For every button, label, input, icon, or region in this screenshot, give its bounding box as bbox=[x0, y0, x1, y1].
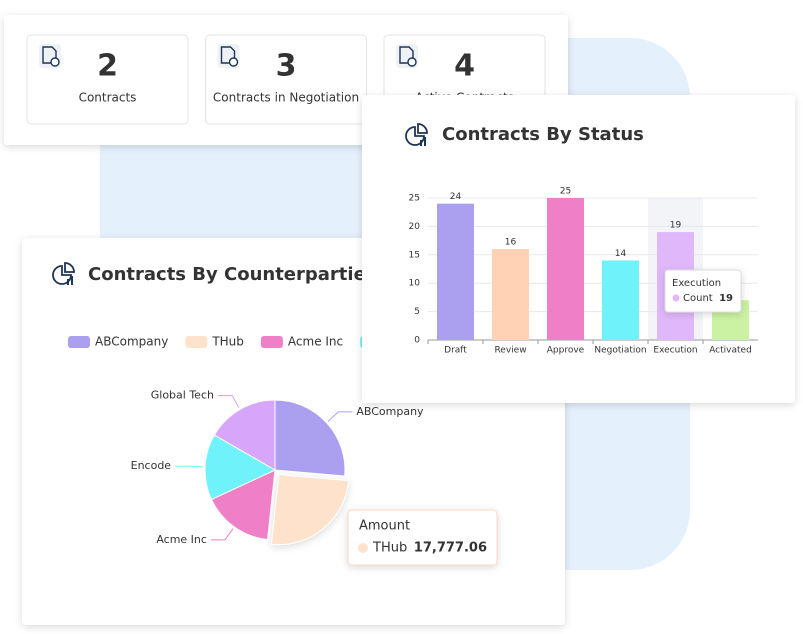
x-tick-label: Activated bbox=[709, 346, 752, 356]
tooltip-title: Execution bbox=[672, 278, 721, 289]
tooltip-label: Count bbox=[683, 293, 713, 304]
stat-count: 3 bbox=[276, 49, 297, 84]
y-tick-label: 10 bbox=[409, 279, 421, 289]
y-tick-label: 5 bbox=[414, 307, 420, 317]
pie-slice bbox=[270, 474, 350, 546]
tooltip-box bbox=[664, 269, 742, 313]
bar bbox=[547, 198, 584, 340]
legend-label: ABCompany bbox=[95, 335, 168, 349]
pie-slice bbox=[204, 434, 277, 501]
bar-panel: Contracts By Status 0 5 10 15 20 25 24 Draft 16 R… bbox=[362, 95, 795, 403]
y-tick-label: 20 bbox=[409, 222, 421, 232]
y-tick-label: 0 bbox=[414, 336, 420, 346]
tooltip-label: THub bbox=[372, 541, 407, 556]
tooltip-box bbox=[347, 509, 498, 566]
pie-label-line bbox=[217, 395, 240, 408]
stat-icon bbox=[39, 44, 61, 68]
pie-label: ABCompany bbox=[356, 405, 424, 418]
bar-value-label: 14 bbox=[615, 249, 627, 259]
pie-slice bbox=[213, 399, 276, 471]
bar bbox=[602, 260, 639, 340]
icon-doc bbox=[220, 46, 236, 64]
bar-value-label: 24 bbox=[450, 192, 462, 202]
icon-doc bbox=[399, 46, 414, 64]
x-tick-label: Draft bbox=[444, 346, 467, 356]
pie-label-line bbox=[175, 465, 204, 468]
stat-icon bbox=[217, 44, 240, 68]
pie-slice bbox=[274, 399, 346, 477]
x-tick-label: Review bbox=[494, 346, 526, 356]
pie-label-line bbox=[210, 528, 234, 541]
bar-value-label: 25 bbox=[560, 187, 571, 197]
tooltip: Execution Count 19 bbox=[664, 269, 742, 313]
tooltip-value: 17,777.06 bbox=[414, 541, 487, 556]
x-tick-label: Negotiation bbox=[594, 346, 646, 356]
pie-label-line bbox=[327, 411, 353, 422]
stat-icon bbox=[396, 44, 418, 68]
stat-count: 4 bbox=[454, 49, 475, 84]
stat-label: Contracts in Negotiation bbox=[213, 91, 359, 105]
stat-card bbox=[205, 34, 367, 125]
y-tick-label: 25 bbox=[409, 194, 420, 204]
bar bbox=[492, 249, 529, 340]
icon-badge bbox=[407, 57, 417, 67]
stat-label: Contracts bbox=[79, 91, 137, 105]
icon-badge bbox=[228, 57, 239, 67]
y-tick-label: 15 bbox=[409, 250, 420, 260]
pie-icon bbox=[52, 262, 75, 285]
tooltip-dot bbox=[672, 294, 680, 302]
bar-title: Contracts By Status bbox=[442, 124, 644, 145]
legend-label: Acme Inc bbox=[288, 335, 343, 349]
pie-label: Acme Inc bbox=[156, 533, 207, 546]
pie-label: Global Tech bbox=[151, 389, 214, 402]
icon-doc bbox=[42, 46, 57, 64]
stat-card bbox=[26, 34, 189, 125]
x-tick-label: Execution bbox=[653, 346, 697, 356]
tooltip-title: Amount bbox=[359, 519, 410, 534]
pie-slice bbox=[210, 469, 276, 541]
tooltip-dot bbox=[358, 543, 368, 553]
tooltip-value: 19 bbox=[719, 293, 733, 304]
icon-badge bbox=[50, 57, 60, 67]
bar bbox=[437, 203, 474, 340]
pie-label: Encode bbox=[131, 459, 172, 472]
legend-swatch bbox=[260, 336, 283, 348]
pie-title: Contracts By Counterparties bbox=[88, 264, 377, 285]
x-tick-label: Approve bbox=[547, 346, 585, 356]
bar-icon bbox=[405, 123, 428, 146]
tooltip: Amount THub 17,777.06 bbox=[347, 509, 498, 566]
legend-swatch bbox=[68, 336, 90, 348]
legend-label: THub bbox=[211, 335, 244, 349]
stat-count: 2 bbox=[97, 49, 118, 84]
bar-value-label: 16 bbox=[505, 238, 517, 248]
legend-swatch bbox=[185, 336, 208, 348]
bar-value-label: 19 bbox=[670, 221, 682, 231]
